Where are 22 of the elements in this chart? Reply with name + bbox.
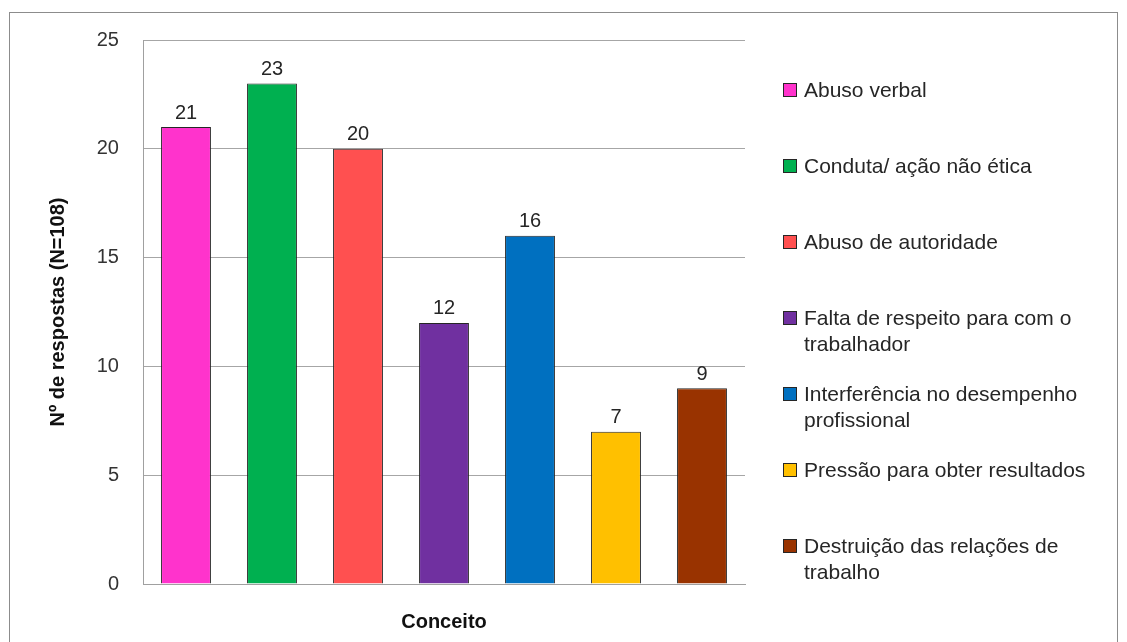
y-tick-label: 5 xyxy=(107,462,119,485)
data-label: 21 xyxy=(174,100,198,123)
legend-label: Conduta/ ação não ética xyxy=(804,153,1032,179)
legend-label: Abuso de autoridade xyxy=(804,229,998,255)
data-label: 12 xyxy=(432,296,456,319)
data-label: 9 xyxy=(696,361,708,384)
y-tick-label: 25 xyxy=(96,27,119,50)
y-tick-label: 15 xyxy=(96,245,119,268)
x-axis-title: Conceito xyxy=(401,609,487,632)
legend-label: Interferência no desempenho profissional xyxy=(804,381,1079,433)
data-label: 23 xyxy=(260,57,284,80)
legend-label: Pressão para obter resultados xyxy=(804,457,1086,483)
legend-label: Destruição das relações de trabalho xyxy=(804,533,1060,585)
y-tick-label: 10 xyxy=(96,353,119,376)
y-tick-label: 0 xyxy=(107,571,119,594)
data-label: 16 xyxy=(518,209,542,232)
y-axis-title: Nº de respostas (N=108) xyxy=(45,197,68,427)
y-tick-label: 20 xyxy=(96,136,119,159)
legend-label: Abuso verbal xyxy=(804,77,927,103)
data-label: 20 xyxy=(346,122,370,145)
data-label: 7 xyxy=(610,405,622,428)
legend-label: Falta de respeito para com o trabalhador xyxy=(804,305,1073,357)
